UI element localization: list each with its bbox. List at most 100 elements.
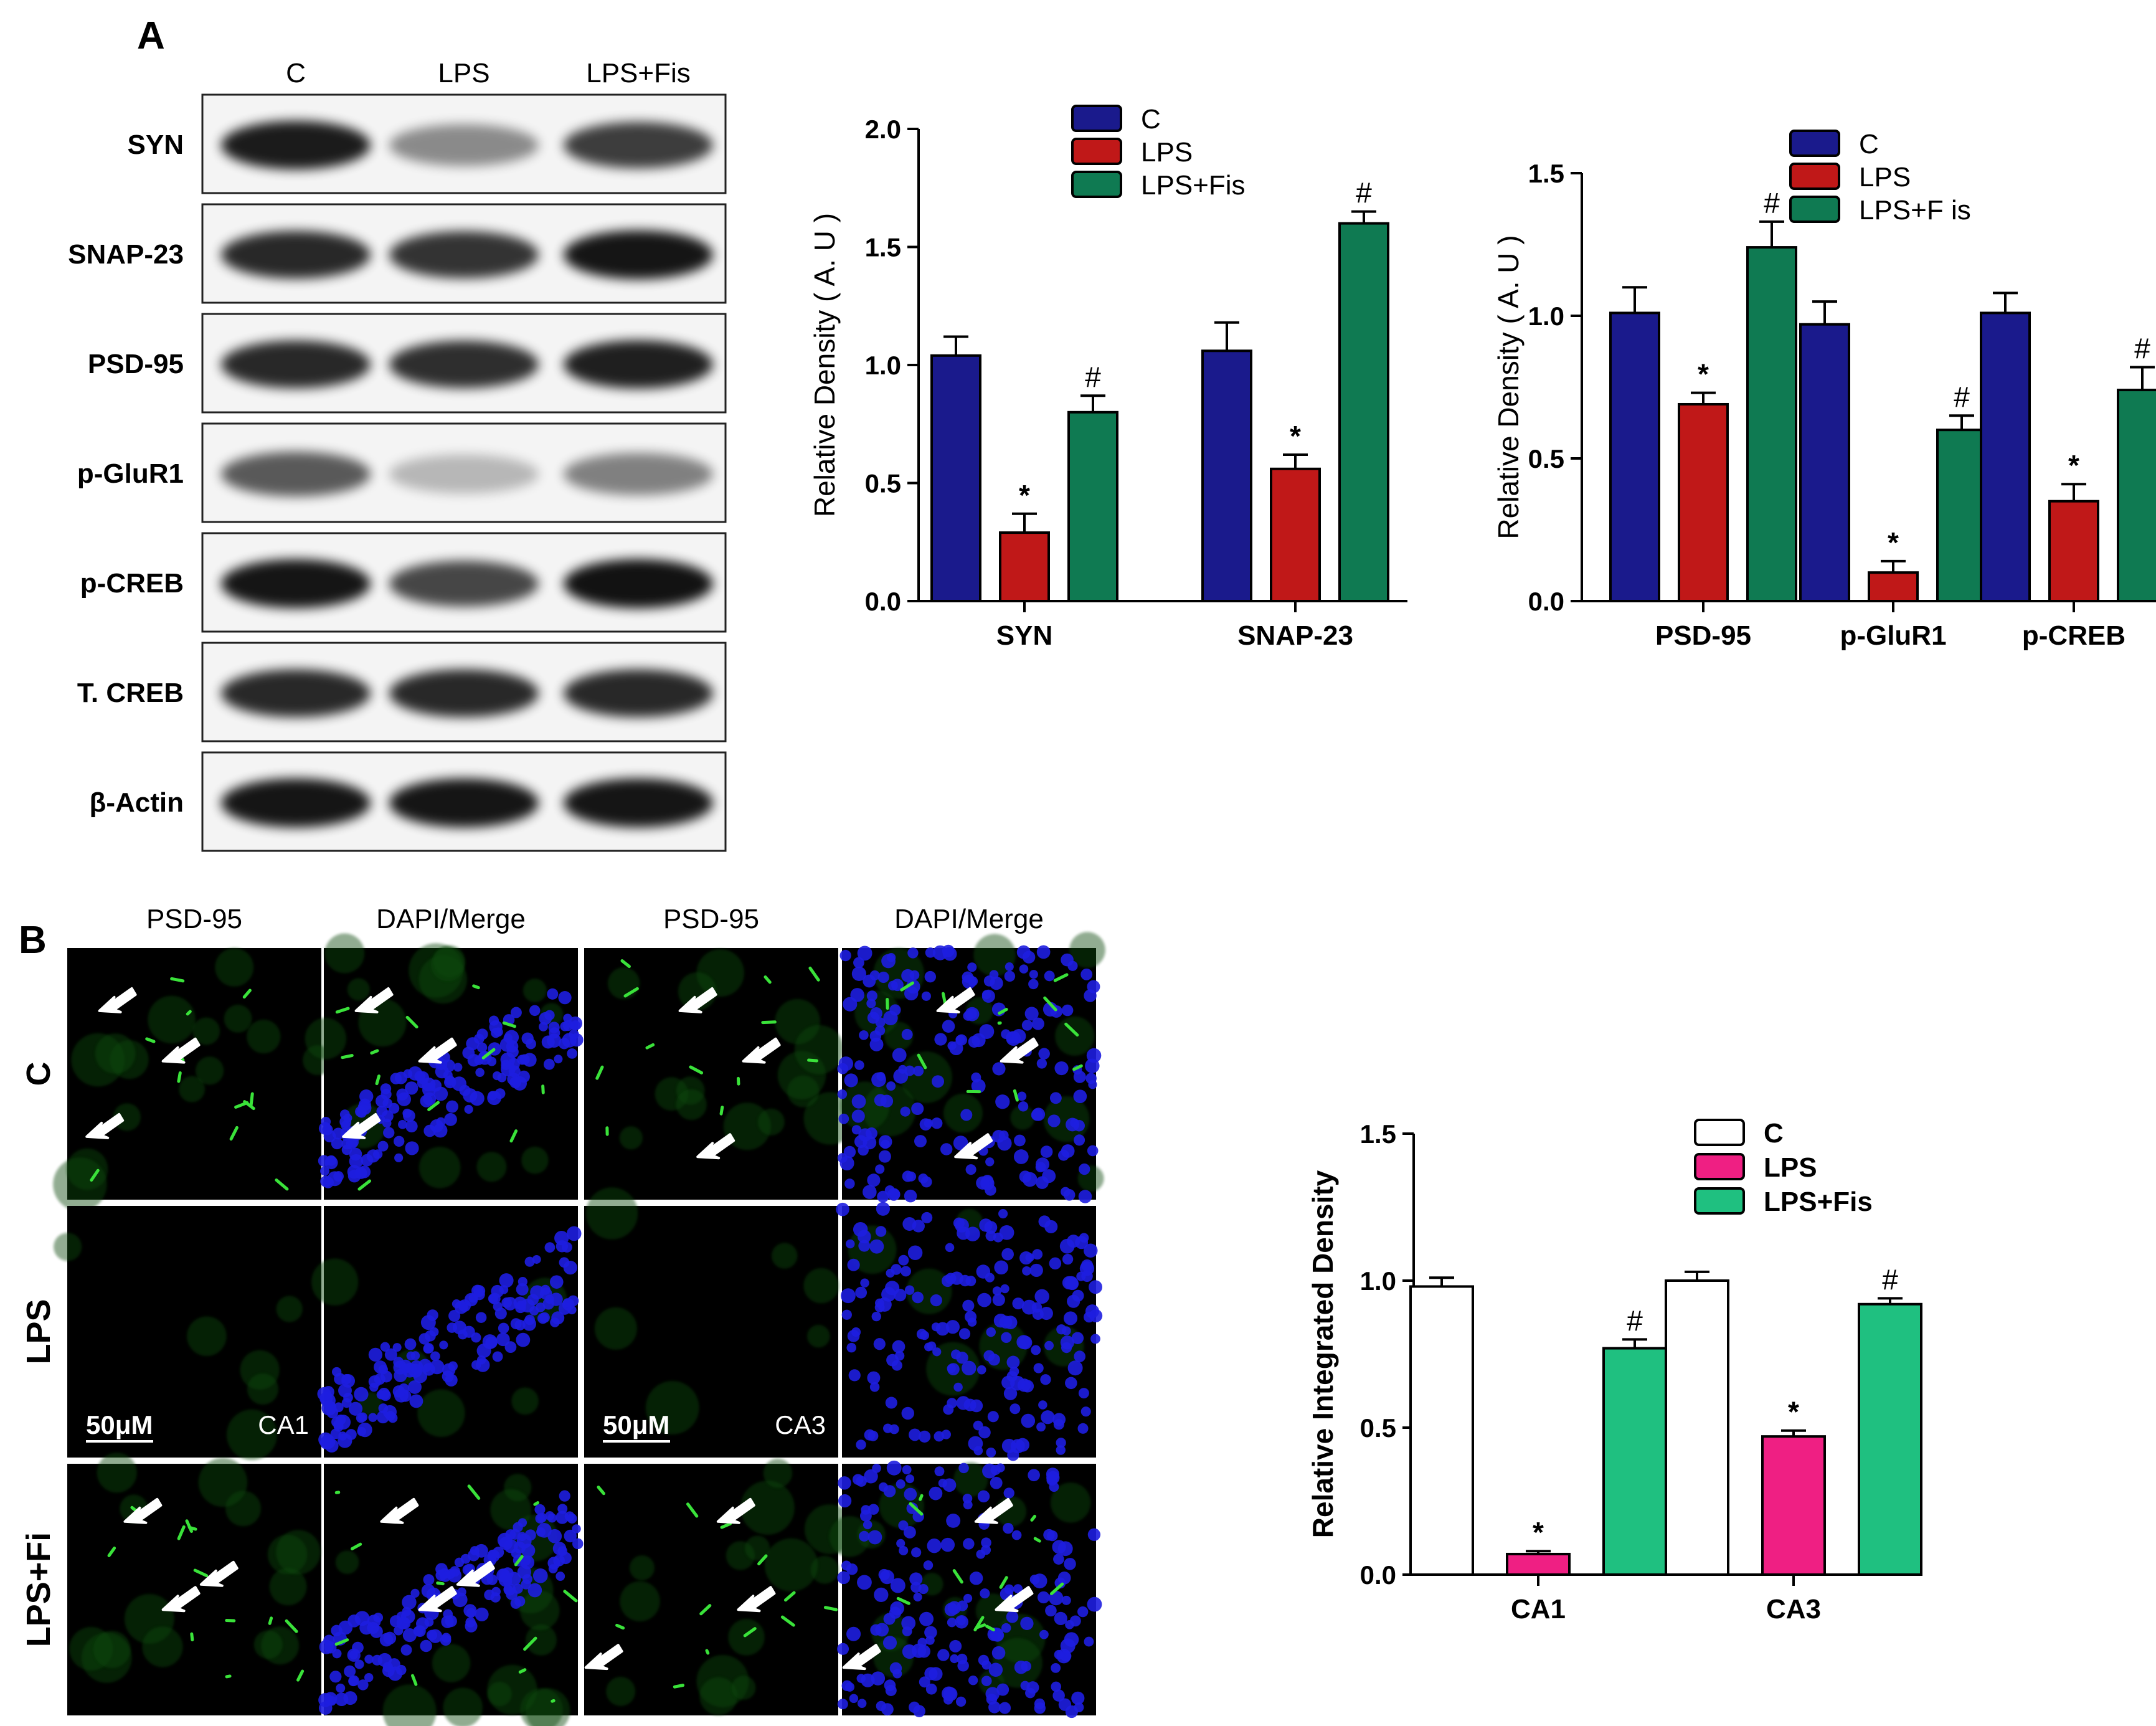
nucleus [969,1572,983,1585]
nucleus [338,1383,352,1398]
nucleus [981,990,991,1000]
significance-mark: # [1882,1263,1898,1296]
arrow-icon [161,1586,201,1613]
significance-mark: * [1290,420,1301,452]
background-signal [276,1530,321,1575]
nucleus [405,1141,419,1155]
nucleus [475,1543,488,1558]
nucleus [851,1327,861,1337]
nucleus [1031,1017,1044,1030]
background-signal [269,1568,307,1606]
nucleus [942,1020,955,1033]
nucleus [947,1601,962,1615]
nucleus [881,1139,890,1149]
nucleus [1071,1691,1085,1705]
arrow-icon [678,987,717,1013]
nucleus [496,1568,511,1583]
psd95-puncta [145,1037,156,1043]
nucleus [1089,1309,1103,1322]
nucleus [875,1623,889,1637]
arrow-icon [974,1497,1013,1524]
legend-swatch [1694,1187,1745,1215]
nucleus [955,1696,967,1707]
background-signal [196,1056,224,1085]
nucleus [950,1271,963,1285]
nucleus [513,1076,527,1091]
nucleus [892,1048,907,1063]
bar [1678,402,1729,602]
nucleus [883,1010,898,1025]
nucleus [476,1042,488,1053]
psd95-puncta [1049,1582,1064,1596]
nucleus [971,1072,981,1083]
nucleus [567,1048,577,1059]
nucleus [320,1434,336,1449]
y-axis-label: Relative Density ( A. U ) [808,213,841,517]
nucleus [493,1301,503,1312]
nucleus [993,1232,1003,1243]
nucleus [333,1420,343,1430]
legend-swatch [1694,1119,1745,1146]
background-signal [335,1550,359,1574]
blot-band [564,669,713,718]
nucleus [903,1525,916,1539]
nucleus [554,1055,563,1064]
bar [1270,467,1321,603]
nucleus [907,947,919,959]
nucleus [963,1538,975,1550]
psd95-puncta [268,1616,273,1625]
nucleus [860,1278,869,1287]
psd95-puncta [1064,1022,1079,1037]
blot-row-label: PSD-95 [88,349,184,379]
western-blot: C LPS LPS+Fis SYN SNAP-23 PSD-95 p-GluR1 p-CREB… [68,58,727,852]
nucleus [845,1239,855,1249]
nucleus [977,1292,991,1307]
blot-band [564,453,713,495]
nucleus [494,1088,506,1099]
psd95-puncta [405,1015,418,1029]
nucleus [1029,970,1038,979]
nucleus [911,1102,924,1116]
background-signal [619,1126,643,1150]
nucleus [527,1583,542,1598]
panel-label-a: A [137,14,165,57]
nucleus [847,1258,860,1271]
nucleus [1077,1606,1089,1618]
background-signal [1069,932,1105,968]
nucleus [1045,1605,1057,1617]
nucleus [960,1109,973,1121]
nucleus [837,1643,849,1655]
nucleus [1088,1080,1097,1089]
nucleus [1087,980,1100,993]
background-signal [522,979,547,1003]
psd95-puncta [975,1623,986,1629]
y-tick-label: 1.0 [1528,301,1564,331]
nucleus [1040,1374,1051,1385]
nucleus [356,1413,366,1423]
nucleus [440,1571,451,1582]
background-signal [607,967,640,1000]
y-tick-label: 1.5 [1528,159,1564,188]
nucleus [1072,1289,1084,1302]
nucleus [836,1202,849,1216]
nucleus [465,1617,476,1628]
significance-mark: * [1019,479,1030,511]
psd95-puncta [1030,1514,1036,1522]
bar [1409,1285,1474,1576]
arrow-icon [354,987,394,1013]
nucleus [348,1401,363,1416]
blot-band [564,340,713,389]
nucleus [529,1005,541,1017]
nucleus [983,975,995,987]
nucleus [476,1358,490,1372]
nucleus [848,1369,861,1382]
nucleus [869,1239,884,1254]
nucleus [866,990,877,1002]
legend-swatch [1071,138,1122,165]
nucleus [838,1476,851,1490]
nucleus [357,1679,369,1690]
nucleus [846,1626,861,1641]
nucleus [524,1529,536,1541]
nucleus [1031,1345,1041,1355]
blot-band [221,452,371,496]
